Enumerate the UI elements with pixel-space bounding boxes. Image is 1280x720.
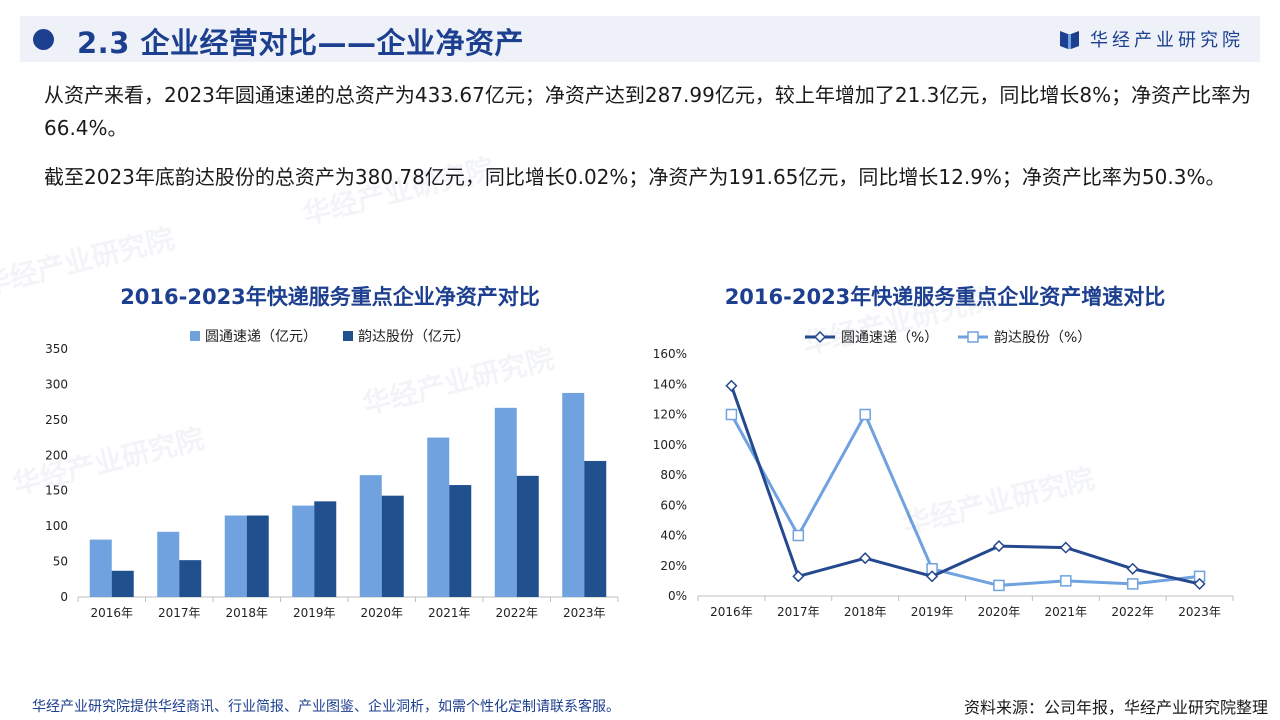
data-point xyxy=(1059,541,1072,554)
bar xyxy=(314,501,337,597)
data-point xyxy=(792,570,805,583)
legend-label: 圆通速递（亿元） xyxy=(205,329,317,345)
y-tick-label: 160% xyxy=(653,347,687,361)
x-tick-label: 2019年 xyxy=(911,605,954,619)
footer-source: 资料来源：公司年报，华经产业研究院整理 xyxy=(963,698,1268,717)
x-tick-label: 2018年 xyxy=(844,605,887,619)
series-line xyxy=(730,413,1200,587)
data-point xyxy=(993,579,1005,592)
bar xyxy=(449,485,472,597)
brand-name: 华经产业研究院 xyxy=(1090,30,1244,51)
y-tick-label: 20% xyxy=(660,559,687,573)
slide-header: 2.3 企业经营对比——企业净资产 华经产业研究院 xyxy=(20,16,1260,62)
x-tick-label: 2022年 xyxy=(1111,605,1154,619)
bar xyxy=(494,407,517,597)
x-tick-label: 2023年 xyxy=(1178,605,1221,619)
legend-label: 圆通速递（%） xyxy=(841,330,938,346)
y-tick-label: 100 xyxy=(45,519,68,533)
x-tick-label: 2016年 xyxy=(710,605,753,619)
y-tick-label: 350 xyxy=(45,342,68,356)
y-tick-label: 300 xyxy=(45,377,68,391)
bar xyxy=(292,505,315,597)
data-point xyxy=(725,379,738,392)
x-tick-label: 2020年 xyxy=(360,606,403,620)
bar xyxy=(584,460,607,597)
x-tick-label: 2017年 xyxy=(158,606,201,620)
data-point xyxy=(1060,575,1072,587)
data-point xyxy=(859,552,872,565)
y-tick-label: 120% xyxy=(653,408,687,422)
y-tick-label: 0 xyxy=(60,590,68,604)
bar xyxy=(427,437,450,597)
x-tick-label: 2017年 xyxy=(777,605,820,619)
bar xyxy=(89,539,112,597)
data-point xyxy=(926,570,939,583)
legend-marker xyxy=(813,330,827,344)
bar xyxy=(111,570,134,597)
data-point xyxy=(1193,577,1206,590)
data-point xyxy=(725,408,738,421)
bar xyxy=(562,392,585,597)
x-tick-label: 2021年 xyxy=(1045,605,1088,619)
legend-swatch xyxy=(343,331,353,341)
x-tick-label: 2019年 xyxy=(293,606,336,620)
footer-note: 华经产业研究院提供华经商讯、行业简报、产业图鉴、企业洞析，如需个性化定制请联系客… xyxy=(32,699,620,715)
page-title: 2.3 企业经营对比——企业净资产 xyxy=(77,26,524,60)
x-tick-label: 2018年 xyxy=(225,606,268,620)
paragraph-yunda: 截至2023年底韵达股份的总资产为380.78亿元，同比增长0.02%；净资产为… xyxy=(44,165,1226,189)
x-tick-label: 2021年 xyxy=(428,606,471,620)
y-tick-label: 100% xyxy=(653,438,687,452)
bar xyxy=(359,475,382,597)
y-tick-label: 250 xyxy=(45,413,68,427)
book-logo-icon xyxy=(1060,31,1079,49)
data-point xyxy=(859,408,871,421)
legend-label: 韵达股份（亿元） xyxy=(358,329,470,345)
x-tick-label: 2023年 xyxy=(563,606,606,620)
brand: 华经产业研究院 xyxy=(1059,26,1244,52)
y-tick-label: 150 xyxy=(45,484,68,498)
legend-swatch xyxy=(190,331,200,341)
data-point xyxy=(1126,562,1139,575)
data-point xyxy=(992,540,1005,553)
bar xyxy=(224,515,247,597)
bar xyxy=(516,475,539,597)
legend-marker xyxy=(967,331,979,343)
y-tick-label: 80% xyxy=(660,468,687,482)
paragraph-yto: 从资产来看，2023年圆通速递的总资产为433.67亿元；净资产达到287.99… xyxy=(44,83,1252,140)
x-tick-label: 2020年 xyxy=(978,605,1021,619)
bullet-dot-icon xyxy=(33,29,54,50)
bar xyxy=(381,495,404,597)
x-tick-label: 2022年 xyxy=(495,606,538,620)
y-tick-label: 140% xyxy=(653,377,687,391)
series-line xyxy=(730,385,1200,586)
x-tick-label: 2016年 xyxy=(90,606,133,620)
data-point xyxy=(792,529,805,542)
net-assets-bar-chart: 圆通速递（亿元） 韵达股份（亿元） 0 50 100 150 200 250 300 350 201… xyxy=(45,329,619,620)
bar xyxy=(179,560,202,597)
left-chart-title: 2016-2023年快递服务重点企业净资产对比 xyxy=(120,285,540,309)
asset-growth-line-chart: 圆通速递（%） 韵达股份（%） 0% 20% 40% 60% 80% 100% 120% 140%… xyxy=(653,330,1234,619)
y-tick-label: 40% xyxy=(660,529,687,543)
bar xyxy=(157,531,180,597)
y-tick-label: 60% xyxy=(660,498,687,512)
data-point xyxy=(1126,578,1139,590)
legend-label: 韵达股份（%） xyxy=(994,330,1091,346)
y-tick-label: 200 xyxy=(45,448,68,462)
right-chart-title: 2016-2023年快递服务重点企业资产增速对比 xyxy=(724,285,1166,309)
y-tick-label: 0% xyxy=(668,589,687,603)
y-tick-label: 50 xyxy=(53,555,68,569)
bar xyxy=(246,515,269,597)
